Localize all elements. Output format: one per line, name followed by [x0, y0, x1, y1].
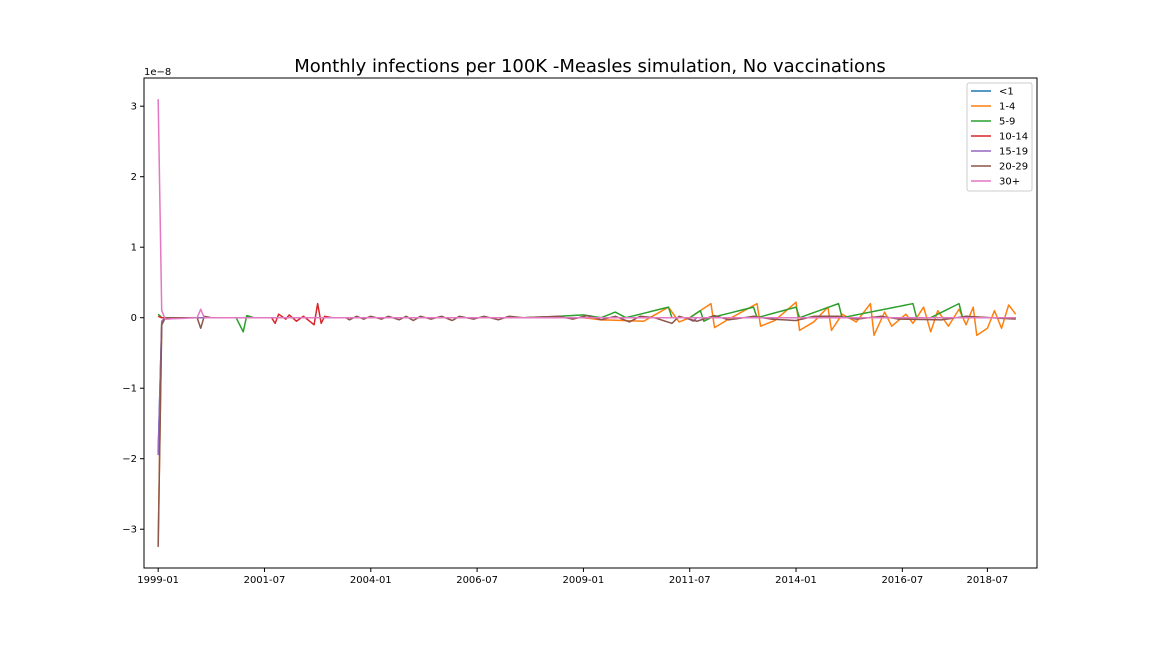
legend-label: 10-14 — [999, 132, 1028, 143]
legend-label: 30+ — [999, 177, 1020, 188]
legend-label: 5-9 — [999, 117, 1015, 128]
axis-ticks: 1999-01 2001-07 2004-01 2006-07 2009-01 2011-… — [122, 102, 1008, 586]
series-lines — [157, 99, 1017, 547]
series-line-6 — [157, 99, 1016, 320]
x-tick-label: 2009-01 — [563, 575, 605, 586]
y-tick-label: 1 — [131, 243, 137, 254]
x-tick-label: 1999-01 — [137, 575, 179, 586]
legend: <1 1-4 5-9 10-14 15-19 20-29 30+ — [966, 82, 1033, 192]
y-scale-note: 1e−8 — [144, 67, 171, 78]
y-tick-label: 0 — [131, 313, 137, 324]
y-tick-label: −3 — [122, 525, 137, 536]
x-tick-label: 2018-07 — [966, 575, 1008, 586]
y-tick-label: 3 — [131, 102, 137, 113]
x-tick-label: 2004-01 — [350, 575, 392, 586]
chart-title: Monthly infections per 100K -Measles sim… — [294, 56, 886, 77]
legend-label: 15-19 — [999, 147, 1028, 158]
plot-frame — [143, 77, 1038, 569]
x-tick-label: 2001-07 — [244, 575, 286, 586]
x-tick-label: 2016-07 — [881, 575, 923, 586]
x-tick-label: 2014-01 — [775, 575, 817, 586]
y-tick-label: −1 — [122, 384, 137, 395]
y-tick-label: −2 — [122, 454, 137, 465]
legend-label: 20-29 — [999, 162, 1028, 173]
legend-box — [966, 82, 1033, 192]
x-tick-label: 2006-07 — [456, 575, 498, 586]
y-tick-label: 2 — [131, 172, 137, 183]
legend-label: 1-4 — [999, 102, 1015, 113]
x-tick-label: 2011-07 — [669, 575, 711, 586]
legend-label: <1 — [999, 87, 1014, 98]
